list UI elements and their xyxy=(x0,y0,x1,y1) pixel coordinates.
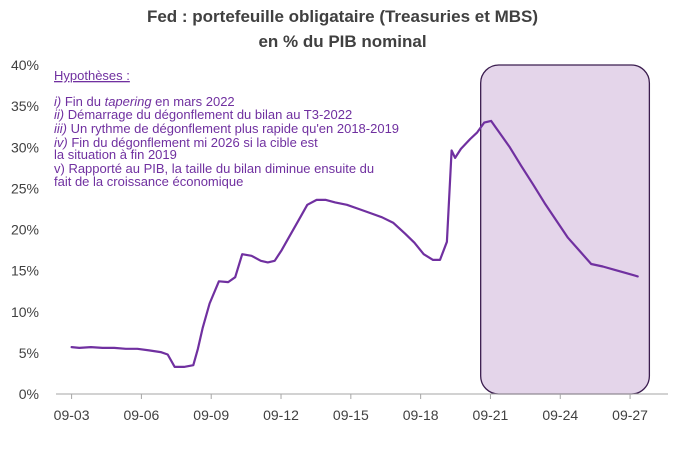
x-tick-label: 09-24 xyxy=(542,407,578,423)
annotation-line: ii) Démarrage du dégonflement du bilan a… xyxy=(54,107,352,122)
annotation-line: v) Rapporté au PIB, la taille du bilan d… xyxy=(54,161,374,176)
annotation-line: fait de la croissance économique xyxy=(54,174,243,189)
x-tick-label: 09-03 xyxy=(54,407,90,423)
annotation-number: i) xyxy=(54,94,61,109)
highlight-layer xyxy=(480,64,651,395)
annotation-text: Démarrage du dégonflement du bilan au T3… xyxy=(64,107,352,122)
x-tick-label: 09-06 xyxy=(123,407,159,423)
annotation-number: ii) xyxy=(54,107,64,122)
y-tick-label: 40% xyxy=(11,57,39,73)
series-line xyxy=(70,119,639,368)
y-tick-label: 30% xyxy=(11,139,39,155)
highlight-region xyxy=(480,64,651,395)
y-tick-label: 10% xyxy=(11,304,39,320)
annotation-heading: Hypothèses : xyxy=(54,68,130,83)
y-tick-label: 15% xyxy=(11,263,39,279)
y-tick-label: 0% xyxy=(19,386,39,402)
annotation-emphasis: tapering xyxy=(105,94,153,109)
chart-subtitle: en % du PIB nominal xyxy=(258,32,426,51)
y-tick-label: 35% xyxy=(11,98,39,114)
annotation-line: iii) Un rythme de dégonflement plus rapi… xyxy=(54,121,399,136)
annotation-text: Fin du dégonflement mi 2026 si la cible … xyxy=(68,135,318,150)
x-tick-label: 09-15 xyxy=(333,407,369,423)
annotation-line: la situation à fin 2019 xyxy=(54,147,177,162)
annotation-text: la situation à fin 2019 xyxy=(54,147,177,162)
annotation-line: iv) Fin du dégonflement mi 2026 si la ci… xyxy=(54,135,318,150)
chart-title: Fed : portefeuille obligataire (Treasuri… xyxy=(147,7,538,26)
x-tick-label: 09-12 xyxy=(263,407,299,423)
y-tick-label: 25% xyxy=(11,180,39,196)
annotation-block: Hypothèses : i) Fin du tapering en mars 2… xyxy=(54,68,399,189)
x-tick-label: 09-27 xyxy=(612,407,648,423)
annotation-number: iv) xyxy=(54,135,68,150)
y-tick-label: 20% xyxy=(11,222,39,238)
series-layer xyxy=(70,119,639,368)
annotation-number: iii) xyxy=(54,121,67,136)
axes-layer: 0% 5% 10% 15% 20% 25% 30% 35% 40% 09-03 09-06 09-09… xyxy=(11,57,668,423)
annotation-text: Un rythme de dégonflement plus rapide qu… xyxy=(67,121,399,136)
annotation-text: en mars 2022 xyxy=(152,94,235,109)
annotation-line: i) Fin du tapering en mars 2022 xyxy=(54,94,235,109)
x-tick-label: 09-18 xyxy=(403,407,439,423)
x-tick-label: 09-21 xyxy=(473,407,509,423)
annotation-text: fait de la croissance économique xyxy=(54,174,243,189)
y-tick-label: 5% xyxy=(19,345,39,361)
annotation-text: v) Rapporté au PIB, la taille du bilan d… xyxy=(54,161,374,176)
annotation-text: Fin du xyxy=(61,94,104,109)
x-tick-label: 09-09 xyxy=(193,407,229,423)
